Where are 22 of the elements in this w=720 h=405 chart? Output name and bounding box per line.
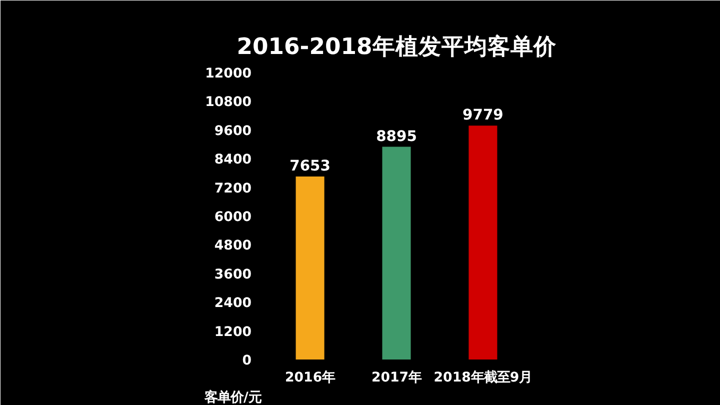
y-axis-title: 客单价/元 [204,390,262,405]
y-tick-label: 0 [242,354,252,368]
x-tick-label: 2018年截至9月 [434,370,532,386]
chart-title: 2016-2018年植发平均客单价 [236,33,558,60]
y-tick-label: 10800 [205,95,252,110]
y-tick-label: 2400 [214,296,252,312]
y-tick-label: 12000 [205,66,252,82]
data-label: 9779 [462,106,504,124]
data-label: 8895 [376,128,417,145]
x-tick-label: 2016年 [285,370,336,386]
bar [468,126,498,360]
y-tick-label: 3600 [214,267,252,282]
y-tick-label: 4800 [214,238,252,254]
y-tick-label: 8400 [214,152,252,168]
y-tick-label: 7200 [214,181,252,196]
y-tick-label: 6000 [214,210,252,225]
y-tick-label: 9600 [214,124,252,139]
data-label: 7653 [290,157,330,174]
x-tick-label: 2017年 [371,370,422,386]
y-tick-label: 1200 [214,324,252,340]
bar [296,176,324,360]
bar [382,146,411,360]
